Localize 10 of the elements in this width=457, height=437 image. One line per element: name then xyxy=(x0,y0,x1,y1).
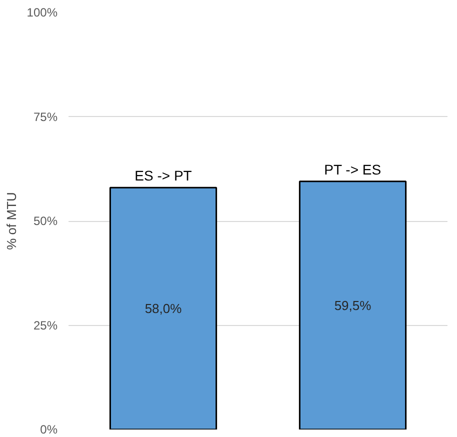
y-tick-label: 50% xyxy=(33,214,58,228)
y-tick-label: 100% xyxy=(26,6,58,20)
data-label: 59,5% xyxy=(334,298,372,313)
x-tick-label: PT -> ES xyxy=(324,161,382,178)
y-tick-label: 0% xyxy=(40,422,58,436)
data-label: 58,0% xyxy=(144,301,182,316)
x-tick-label: ES -> PT xyxy=(134,168,192,184)
y-tick-label: 25% xyxy=(33,318,58,332)
y-axis-title: % of MTU xyxy=(4,192,19,250)
y-tick-label: 75% xyxy=(33,110,58,124)
